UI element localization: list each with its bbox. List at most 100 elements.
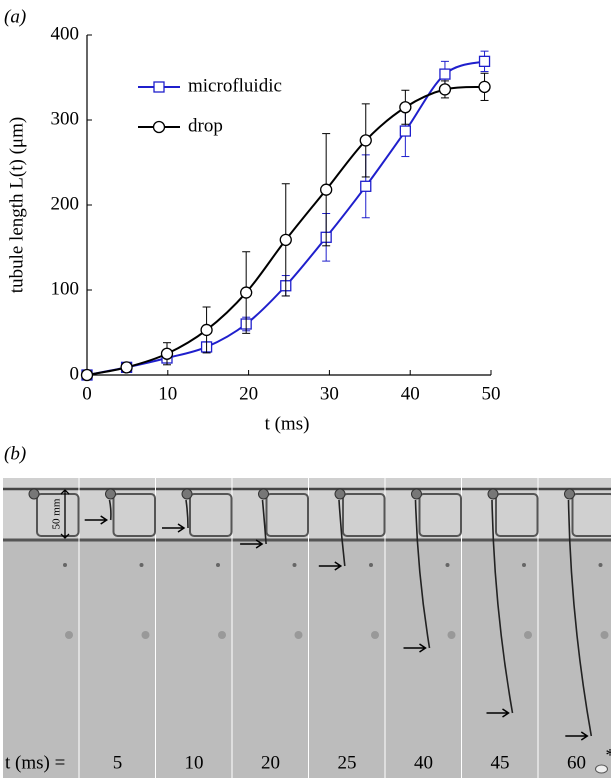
channel-region	[79, 478, 155, 540]
channel	[571, 493, 611, 537]
tubule	[185, 499, 189, 529]
x-tick-label: 30	[320, 383, 339, 404]
time-value: 20	[261, 752, 280, 773]
arrow	[565, 731, 589, 741]
channel-region	[3, 478, 79, 540]
channel	[189, 493, 233, 537]
time-value: 5	[113, 752, 123, 773]
legend-marker	[153, 81, 165, 93]
data-point	[80, 368, 94, 382]
debris	[598, 563, 603, 567]
data-point	[438, 83, 452, 96]
micrograph-frame: 10	[156, 478, 233, 778]
tubule	[261, 499, 267, 545]
tubule	[414, 499, 431, 649]
debris	[445, 563, 450, 567]
data-point	[399, 125, 412, 137]
channel-region	[385, 478, 461, 540]
micrograph-frame: 40	[385, 478, 462, 778]
legend-label: microfluidic	[188, 75, 282, 96]
arrow	[84, 515, 109, 525]
x-tick-label: 0	[82, 383, 92, 404]
cell	[181, 488, 193, 500]
data-point	[360, 180, 372, 192]
debris	[63, 563, 67, 567]
micrograph-frame: 45	[462, 478, 539, 778]
x-tick-label: 10	[158, 383, 177, 404]
x-tick-label: 50	[482, 383, 501, 404]
scale-bar-label: 50 mm	[51, 498, 63, 529]
panel-label: (b)	[4, 443, 26, 464]
x-tick-label: 40	[401, 383, 420, 404]
cell	[487, 488, 499, 500]
x-axis-label: t (ms)	[265, 413, 310, 434]
cell	[258, 488, 269, 500]
channel	[265, 493, 309, 537]
cell	[105, 488, 116, 500]
debris	[600, 631, 609, 639]
tubule	[567, 499, 593, 737]
data-point	[399, 101, 412, 114]
tubule	[108, 499, 112, 521]
y-tick-label: 0	[70, 363, 80, 384]
channel	[342, 493, 386, 537]
micrograph-frame: 50 mm t (ms) =	[3, 478, 80, 778]
data-point	[279, 233, 292, 247]
arrow	[162, 523, 186, 533]
channel-region	[232, 478, 308, 540]
asterisk: *	[606, 745, 611, 765]
debris	[522, 563, 526, 567]
arrow	[318, 561, 343, 571]
tubule-tip	[595, 764, 608, 774]
y-tick-label: 200	[51, 193, 80, 214]
arrow	[403, 643, 427, 653]
channel	[112, 493, 156, 537]
legend-marker	[152, 120, 166, 134]
debris	[524, 631, 532, 639]
cell	[564, 488, 575, 500]
cell	[28, 488, 40, 500]
time-value: 45	[491, 752, 510, 773]
data-point	[320, 183, 333, 196]
debris	[141, 631, 150, 639]
data-point	[160, 347, 174, 360]
time-label: t (ms) =	[5, 752, 65, 773]
channel	[418, 493, 462, 537]
debris	[216, 563, 220, 567]
debris	[139, 563, 144, 567]
channel-region	[309, 478, 385, 540]
data-point	[200, 323, 213, 337]
debris	[371, 631, 379, 639]
y-axis-label: tubule length L(t) (μm)	[6, 117, 27, 293]
arrow	[486, 708, 510, 718]
y-tick-label: 300	[51, 108, 80, 129]
channel-region	[538, 478, 611, 540]
time-value: 10	[185, 752, 204, 773]
debris	[65, 631, 73, 639]
channel	[495, 493, 539, 537]
time-value: 60	[567, 752, 586, 773]
micrograph-frame: 5	[79, 478, 156, 778]
data-point	[359, 134, 372, 147]
debris	[369, 563, 373, 567]
channel	[36, 493, 80, 537]
y-tick-label: 100	[51, 278, 80, 299]
micrograph-frame: 20	[232, 478, 309, 778]
data-point	[240, 286, 253, 299]
legend-label: drop	[188, 115, 223, 136]
data-point	[478, 55, 491, 67]
arrow	[240, 539, 264, 549]
panel-label: (a)	[4, 6, 26, 27]
channel-region	[462, 478, 538, 540]
micrograph-frame: 25	[309, 478, 386, 778]
debris	[447, 631, 456, 639]
channel-region	[156, 478, 232, 540]
data-point	[478, 80, 491, 93]
data-point	[120, 361, 133, 374]
debris	[218, 631, 226, 639]
tubule	[491, 499, 514, 714]
time-value: 25	[338, 752, 357, 773]
debris	[294, 631, 303, 639]
cell	[334, 488, 346, 500]
